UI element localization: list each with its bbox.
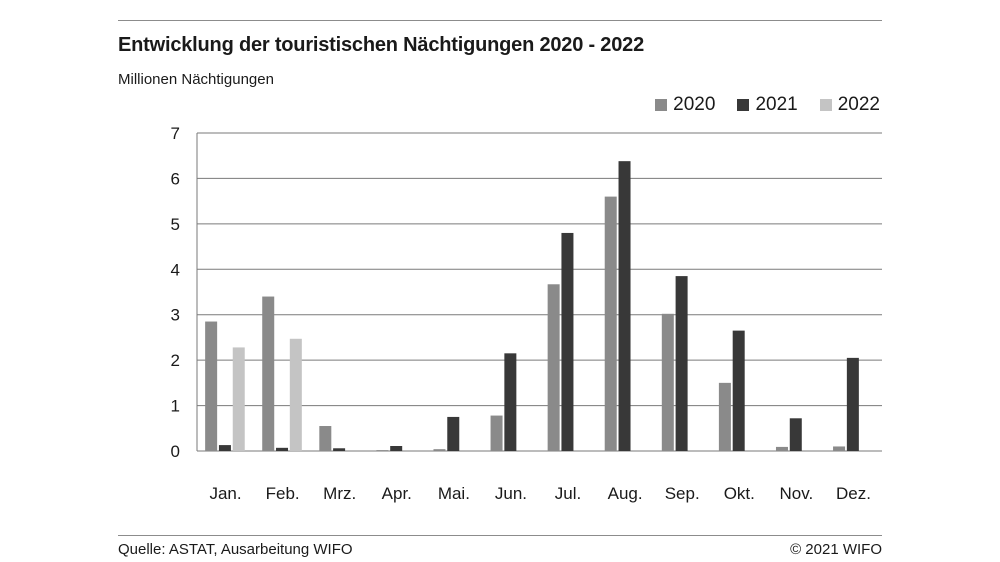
legend-swatch-2021 [737, 99, 750, 111]
bar-2020-6 [490, 415, 503, 451]
bar-2021-6 [504, 353, 517, 451]
x-tick-label: Jun. [495, 484, 527, 503]
top-rule [118, 20, 882, 21]
x-tick-label: Mrz. [323, 484, 356, 503]
y-tick-label: 1 [171, 397, 180, 416]
x-tick-label: Apr. [382, 484, 412, 503]
y-tick-label: 6 [171, 169, 180, 188]
x-tick-label: Dez. [836, 484, 871, 503]
legend-label-2021: 2021 [755, 94, 798, 115]
bar-2020-5 [433, 449, 446, 451]
legend-swatch-2022 [819, 99, 832, 111]
x-tick-label: Jul. [555, 484, 581, 503]
x-tick-label: Okt. [724, 484, 755, 503]
bar-2021-8 [618, 161, 631, 451]
bar-2020-1 [205, 321, 218, 451]
bar-2020-10 [718, 382, 731, 451]
bar-2021-2 [276, 447, 289, 451]
bar-2020-3 [319, 426, 332, 451]
x-tick-label: Sep. [665, 484, 700, 503]
bar-2020-8 [604, 196, 617, 451]
legend-label-2022: 2022 [837, 94, 880, 115]
chart-title: Entwicklung der touristischen Nächtigung… [118, 34, 644, 56]
bar-2021-3 [333, 448, 346, 451]
copyright-note: © 2021 WIFO [790, 541, 882, 558]
bar-2020-11 [775, 446, 788, 451]
y-tick-label: 3 [171, 306, 180, 325]
x-tick-label: Jan. [209, 484, 241, 503]
bar-2021-7 [561, 232, 574, 451]
bottom-rule [118, 535, 882, 536]
bar-2020-7 [547, 284, 560, 451]
bar-2020-9 [661, 313, 674, 451]
y-tick-label: 7 [171, 124, 180, 143]
bar-2021-12 [846, 357, 859, 451]
legend-item-2021: 2021 [737, 94, 798, 116]
legend-swatch-2020 [655, 99, 668, 111]
bar-2020-4 [376, 450, 389, 451]
y-tick-label: 0 [171, 442, 180, 461]
x-tick-label: Aug. [608, 484, 643, 503]
y-tick-label: 5 [171, 215, 180, 234]
x-tick-label: Feb. [266, 484, 300, 503]
legend-item-2022: 2022 [819, 94, 880, 116]
bar-2021-1 [218, 445, 231, 451]
legend-item-2020: 2020 [655, 94, 715, 116]
bar-2021-5 [447, 416, 460, 451]
x-tick-label: Mai. [438, 484, 470, 503]
bar-2022-1 [232, 347, 245, 451]
legend: 2020 2021 2022 [655, 94, 880, 116]
bar-2020-12 [833, 446, 846, 451]
bar-2021-9 [675, 276, 688, 451]
bar-2020-2 [262, 296, 275, 451]
legend-label-2020: 2020 [673, 94, 716, 115]
source-note: Quelle: ASTAT, Ausarbeitung WIFO [118, 541, 353, 558]
bar-2021-11 [789, 418, 802, 451]
x-tick-label: Nov. [780, 484, 814, 503]
unit-label: Millionen Nächtigungen [118, 71, 274, 88]
y-tick-label: 4 [171, 260, 180, 279]
bar-2021-4 [390, 446, 403, 451]
bar-2021-10 [732, 330, 745, 451]
y-tick-label: 2 [171, 351, 180, 370]
bar-2022-2 [289, 338, 302, 451]
